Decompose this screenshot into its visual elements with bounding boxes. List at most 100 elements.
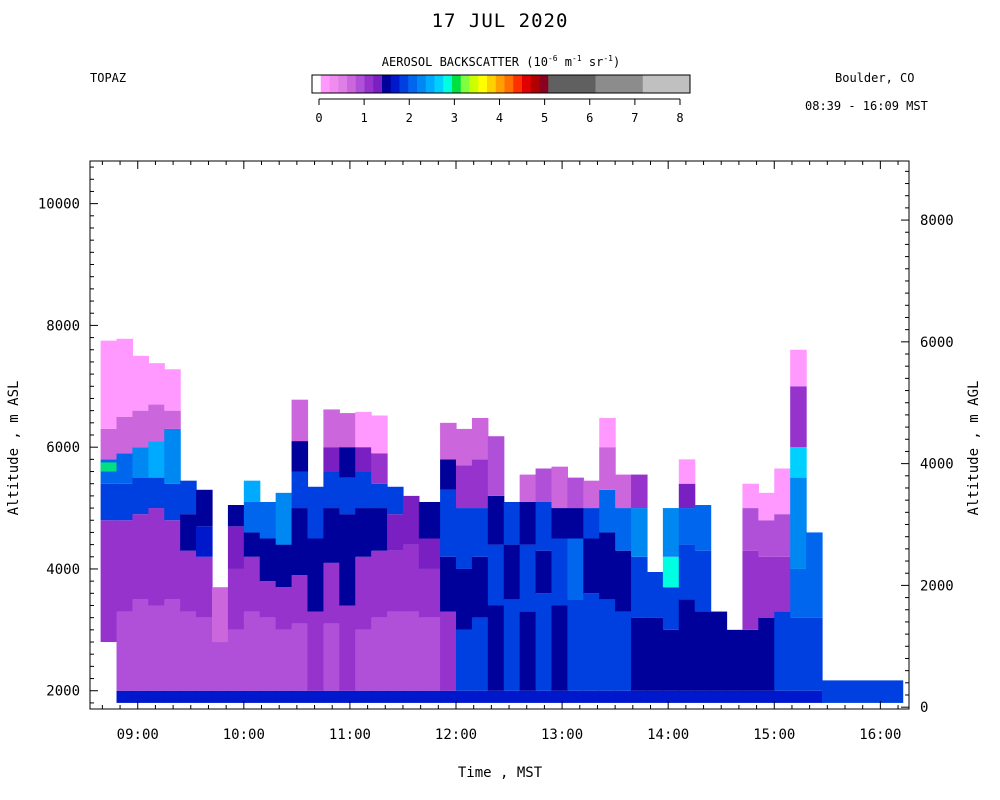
backscatter-layer bbox=[100, 428, 118, 460]
backscatter-layer bbox=[471, 556, 489, 618]
x-axis: 09:00 10:00 11:00 12:00 13:00 14:00 15:00 16:00 bbox=[101, 161, 901, 743]
backscatter-layer bbox=[339, 605, 356, 691]
backscatter-layer bbox=[291, 575, 309, 624]
profile-column bbox=[551, 466, 568, 703]
backscatter-layer bbox=[615, 508, 632, 551]
backscatter-layer bbox=[583, 480, 600, 509]
backscatter-layer bbox=[774, 556, 791, 612]
backscatter-layer bbox=[678, 508, 696, 545]
backscatter-layer bbox=[694, 690, 712, 703]
backscatter-layer bbox=[567, 477, 584, 509]
backscatter-layer bbox=[678, 599, 696, 691]
backscatter-layer bbox=[567, 599, 584, 691]
backscatter-layer bbox=[456, 629, 473, 691]
profile-column bbox=[100, 340, 118, 643]
backscatter-layer bbox=[710, 690, 728, 703]
colorbar-swatch bbox=[443, 75, 453, 93]
backscatter-layer bbox=[726, 629, 744, 691]
colorbar-swatch bbox=[408, 75, 418, 93]
colorbar-swatch bbox=[504, 75, 514, 93]
profile-column bbox=[275, 492, 293, 703]
backscatter-layer bbox=[132, 514, 149, 600]
colorbar-swatch bbox=[329, 75, 339, 93]
backscatter-layer bbox=[355, 508, 372, 557]
backscatter-layer bbox=[790, 617, 807, 691]
profile-column bbox=[503, 501, 521, 703]
backscatter-layer bbox=[551, 466, 568, 509]
colorbar-swatch bbox=[548, 75, 596, 93]
profile-column bbox=[535, 468, 553, 703]
backscatter-layer bbox=[694, 611, 712, 691]
backscatter-layer bbox=[323, 562, 340, 624]
profile-column bbox=[418, 501, 441, 703]
profile-column bbox=[164, 369, 181, 703]
backscatter-layer bbox=[806, 617, 823, 691]
backscatter-layer bbox=[583, 508, 600, 539]
y2-tick-label: 2000 bbox=[920, 578, 954, 594]
backscatter-layer bbox=[132, 410, 149, 448]
backscatter-layer bbox=[275, 544, 293, 588]
y-tick-label: 4000 bbox=[46, 562, 80, 578]
backscatter-layer bbox=[116, 338, 134, 417]
backscatter-layer bbox=[180, 611, 197, 691]
backscatter-layer bbox=[196, 526, 213, 557]
backscatter-layer bbox=[227, 629, 245, 691]
backscatter-layer bbox=[662, 629, 680, 691]
backscatter-layer bbox=[291, 471, 309, 509]
backscatter-layer bbox=[212, 690, 229, 703]
backscatter-layer bbox=[339, 514, 356, 606]
backscatter-layer bbox=[148, 363, 165, 405]
backscatter-layer bbox=[339, 690, 356, 703]
backscatter-layer bbox=[742, 483, 759, 509]
backscatter-layer bbox=[710, 611, 728, 691]
backscatter-layer bbox=[323, 409, 340, 448]
backscatter-layer bbox=[196, 690, 213, 703]
y2-axis: 0 2000 4000 6000 8000 bbox=[901, 170, 954, 716]
backscatter-layer bbox=[100, 520, 118, 643]
backscatter-layer bbox=[662, 587, 680, 630]
profile-column bbox=[710, 611, 728, 703]
backscatter-layer bbox=[227, 526, 245, 569]
profile-column bbox=[355, 411, 372, 703]
profile-column bbox=[583, 480, 600, 703]
backscatter-layer bbox=[387, 550, 404, 612]
backscatter-layer bbox=[583, 690, 600, 703]
backscatter-layer bbox=[259, 581, 277, 618]
backscatter-layer bbox=[387, 514, 404, 551]
backscatter-layer bbox=[275, 587, 293, 630]
backscatter-layer bbox=[599, 599, 616, 691]
backscatter-layer bbox=[323, 508, 340, 563]
profile-column bbox=[116, 338, 134, 703]
backscatter-layer bbox=[355, 556, 372, 630]
colorbar-tick-label: 7 bbox=[631, 111, 638, 125]
backscatter-layer bbox=[599, 489, 616, 533]
backscatter-layer bbox=[387, 486, 404, 515]
backscatter-layer bbox=[662, 556, 680, 588]
backscatter-layer bbox=[758, 556, 775, 618]
backscatter-layer bbox=[678, 483, 696, 509]
backscatter-layer bbox=[148, 508, 165, 606]
backscatter-layer bbox=[180, 514, 197, 551]
backscatter-layer bbox=[519, 544, 537, 612]
backscatter-layer bbox=[148, 441, 165, 478]
backscatter-layer bbox=[275, 492, 293, 545]
backscatter-layer bbox=[227, 568, 245, 630]
backscatter-layer bbox=[631, 690, 648, 703]
backscatter-layer bbox=[196, 617, 213, 691]
profile-column bbox=[726, 629, 744, 703]
profile-column bbox=[180, 480, 197, 703]
backscatter-layer bbox=[774, 468, 791, 515]
backscatter-layer bbox=[307, 486, 324, 539]
y-tick-label: 6000 bbox=[46, 440, 80, 456]
backscatter-layer bbox=[631, 508, 648, 557]
backscatter-layer bbox=[275, 690, 293, 703]
x-tick-label: 16:00 bbox=[859, 727, 901, 743]
backscatter-layer bbox=[471, 417, 489, 460]
backscatter-layer bbox=[116, 416, 134, 454]
backscatter-layer bbox=[164, 428, 181, 484]
backscatter-layer bbox=[519, 474, 537, 502]
backscatter-layer bbox=[678, 459, 696, 484]
backscatter-layer bbox=[742, 550, 759, 630]
profile-column bbox=[148, 363, 165, 703]
